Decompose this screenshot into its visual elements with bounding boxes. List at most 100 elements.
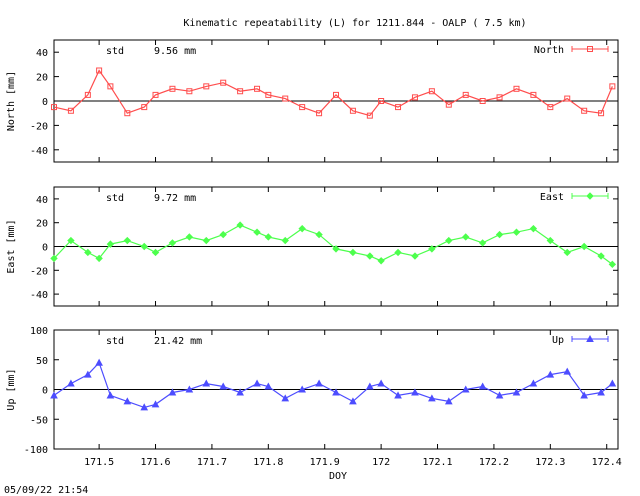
y-tick-label: 20	[36, 219, 48, 230]
data-point	[123, 397, 132, 405]
data-point	[564, 95, 571, 102]
timestamp-footer: 05/09/22 21:54	[4, 485, 88, 496]
std-value: 21.42 mm	[154, 336, 202, 347]
data-point	[51, 104, 57, 111]
std-label: std	[106, 193, 124, 204]
y-tick-label: 40	[36, 48, 48, 59]
x-tick-label: 171.6	[140, 457, 170, 468]
std-label: std	[106, 46, 124, 57]
up-series-line	[53, 361, 613, 409]
x-tick-label: 172.2	[479, 457, 509, 468]
y-tick-label: 0	[42, 97, 48, 108]
data-point	[50, 254, 58, 263]
data-point	[349, 248, 357, 257]
data-point	[411, 388, 419, 396]
data-point	[581, 107, 588, 114]
std-label: std	[106, 336, 124, 347]
data-point	[445, 236, 453, 245]
data-point	[202, 379, 211, 387]
data-point	[513, 85, 520, 92]
data-point	[316, 110, 323, 117]
data-point	[67, 379, 75, 387]
data-point	[299, 104, 306, 111]
data-point	[95, 358, 103, 366]
data-point	[106, 240, 115, 248]
data-point	[546, 236, 555, 245]
data-point	[365, 382, 374, 390]
data-point	[186, 88, 193, 95]
data-point	[298, 385, 307, 393]
std-value: 9.72 mm	[154, 193, 196, 204]
data-point	[123, 236, 132, 245]
x-tick-label: 172	[372, 457, 390, 468]
data-point	[298, 224, 306, 233]
data-point	[445, 101, 452, 108]
data-point	[152, 91, 159, 98]
data-point	[140, 242, 148, 251]
y-axis-label: North [mm]	[6, 71, 17, 131]
data-point	[140, 403, 149, 411]
data-point	[83, 370, 92, 378]
data-point	[281, 394, 290, 402]
data-point	[202, 236, 210, 245]
data-point	[428, 394, 436, 402]
data-point	[394, 391, 402, 399]
data-point	[332, 388, 340, 396]
data-point	[378, 98, 385, 104]
legend-marker	[586, 192, 594, 200]
x-tick-label: 171.7	[197, 457, 227, 468]
data-point	[598, 110, 605, 117]
legend-entry: North	[534, 45, 564, 56]
data-point	[563, 248, 571, 257]
data-point	[563, 367, 572, 375]
legend-entry: Up	[552, 335, 564, 346]
y-tick-label: 0	[42, 243, 48, 254]
y-tick-label: -20	[30, 121, 48, 132]
east-panel: 40 20 0 -20 -40 East [mm] std 9.72 mm East	[6, 186, 619, 307]
data-point	[219, 382, 228, 390]
data-point	[96, 67, 103, 74]
data-point	[315, 379, 323, 387]
data-point	[107, 83, 114, 90]
data-point	[315, 230, 323, 239]
data-point	[67, 236, 75, 245]
data-point	[411, 252, 419, 260]
x-tick-label: 171.8	[253, 457, 283, 468]
data-point	[281, 236, 289, 245]
data-point	[264, 382, 273, 390]
data-point	[236, 221, 244, 229]
data-point	[124, 110, 131, 117]
data-point	[237, 88, 244, 95]
data-point	[332, 245, 340, 253]
chart-title: Kinematic repeatability (L) for 1211.844…	[183, 18, 526, 29]
data-point	[253, 228, 261, 236]
data-point	[529, 224, 538, 233]
data-point	[254, 85, 261, 92]
data-point	[253, 379, 261, 387]
y-tick-label: 100	[30, 326, 48, 337]
data-point	[529, 379, 538, 387]
data-point	[185, 385, 194, 393]
data-point	[141, 104, 148, 111]
data-point	[203, 83, 210, 90]
y-tick-label: -40	[30, 290, 48, 301]
data-point	[512, 228, 521, 236]
data-point	[428, 245, 436, 253]
legend-marker	[586, 334, 594, 342]
x-tick-label: 171.9	[310, 457, 340, 468]
data-point	[580, 391, 589, 399]
data-point	[479, 98, 486, 104]
data-point	[95, 254, 103, 263]
data-point	[580, 242, 588, 251]
data-point	[67, 107, 74, 114]
data-point	[151, 400, 160, 408]
data-point	[496, 94, 503, 101]
data-point	[495, 230, 504, 239]
data-point	[84, 91, 91, 98]
data-point	[395, 104, 402, 111]
data-point	[265, 91, 272, 98]
data-point	[50, 391, 58, 399]
data-point	[462, 233, 470, 241]
data-point	[366, 252, 374, 260]
data-point	[428, 88, 435, 95]
